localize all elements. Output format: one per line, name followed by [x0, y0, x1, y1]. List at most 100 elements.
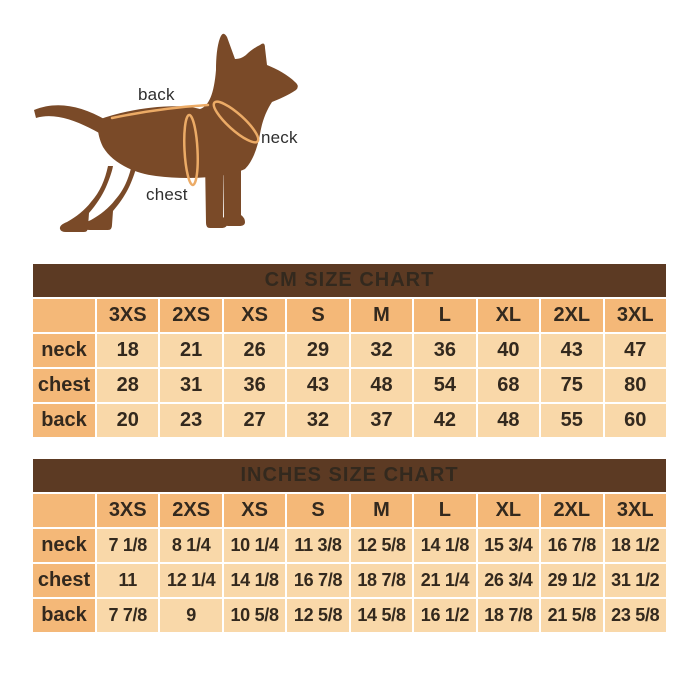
- table-row: chest 28 31 36 43 48 54 68 75 80: [33, 369, 666, 402]
- value-cell: 18 1/2: [604, 529, 666, 562]
- neck-label: neck: [261, 128, 298, 147]
- value-cell: 80: [604, 369, 666, 402]
- value-cell: 31 1/2: [604, 564, 666, 597]
- row-label: chest: [33, 564, 95, 597]
- value-cell: 7 7/8: [97, 599, 159, 632]
- corner-cell: [33, 299, 95, 332]
- value-cell: 7 1/8: [97, 529, 159, 562]
- back-label: back: [138, 85, 175, 104]
- value-cell: 26 3/4: [477, 564, 540, 597]
- inches-title-row: INCHES SIZE CHART: [33, 459, 666, 492]
- cm-title-row: CM SIZE CHART: [33, 264, 666, 297]
- value-cell: 36: [414, 334, 476, 367]
- size-col-header: XS: [223, 299, 286, 332]
- value-cell: 21 1/4: [414, 564, 476, 597]
- size-col-header: S: [287, 494, 349, 527]
- table-row: chest 11 12 1/4 14 1/8 16 7/8 18 7/8 21 …: [33, 564, 666, 597]
- row-label: back: [33, 599, 95, 632]
- value-cell: 26: [223, 334, 286, 367]
- value-cell: 23 5/8: [604, 599, 666, 632]
- size-col-header: 2XL: [541, 494, 603, 527]
- size-col-header: 3XS: [97, 299, 159, 332]
- chest-measure-ellipse: [183, 113, 199, 187]
- value-cell: 18 7/8: [350, 564, 413, 597]
- value-cell: 18: [97, 334, 159, 367]
- cm-size-table: CM SIZE CHART 3XS 2XS XS S M L XL 2XL 3X…: [31, 262, 668, 439]
- table-row: back 20 23 27 32 37 42 48 55 60: [33, 404, 666, 437]
- value-cell: 29 1/2: [541, 564, 603, 597]
- size-col-header: 2XL: [541, 299, 603, 332]
- value-cell: 43: [541, 334, 603, 367]
- value-cell: 32: [287, 404, 349, 437]
- value-cell: 31: [160, 369, 222, 402]
- dog-body: [97, 33, 298, 178]
- size-col-header: S: [287, 299, 349, 332]
- value-cell: 14 1/8: [223, 564, 286, 597]
- value-cell: 68: [477, 369, 540, 402]
- value-cell: 20: [97, 404, 159, 437]
- value-cell: 37: [350, 404, 413, 437]
- value-cell: 48: [350, 369, 413, 402]
- size-col-header: 3XL: [604, 299, 666, 332]
- neck-measure-ellipse: [212, 100, 260, 144]
- value-cell: 11: [97, 564, 159, 597]
- value-cell: 11 3/8: [287, 529, 349, 562]
- value-cell: 27: [223, 404, 286, 437]
- size-col-header: 3XS: [97, 494, 159, 527]
- size-col-header: 2XS: [160, 494, 222, 527]
- value-cell: 12 5/8: [350, 529, 413, 562]
- size-col-header: M: [350, 299, 413, 332]
- value-cell: 14 1/8: [414, 529, 476, 562]
- table-row: neck 18 21 26 29 32 36 40 43 47: [33, 334, 666, 367]
- table-row: back 7 7/8 9 10 5/8 12 5/8 14 5/8 16 1/2…: [33, 599, 666, 632]
- value-cell: 15 3/4: [477, 529, 540, 562]
- value-cell: 28: [97, 369, 159, 402]
- dog-illustration: [34, 33, 298, 232]
- value-cell: 10 1/4: [223, 529, 286, 562]
- value-cell: 48: [477, 404, 540, 437]
- value-cell: 47: [604, 334, 666, 367]
- value-cell: 75: [541, 369, 603, 402]
- value-cell: 40: [477, 334, 540, 367]
- cm-table-title: CM SIZE CHART: [33, 264, 666, 297]
- inches-size-table: INCHES SIZE CHART 3XS 2XS XS S M L XL 2X…: [31, 457, 668, 634]
- value-cell: 36: [223, 369, 286, 402]
- value-cell: 54: [414, 369, 476, 402]
- value-cell: 12 5/8: [287, 599, 349, 632]
- row-label: neck: [33, 334, 95, 367]
- value-cell: 9: [160, 599, 222, 632]
- value-cell: 21: [160, 334, 222, 367]
- value-cell: 8 1/4: [160, 529, 222, 562]
- value-cell: 12 1/4: [160, 564, 222, 597]
- table-row: neck 7 1/8 8 1/4 10 1/4 11 3/8 12 5/8 14…: [33, 529, 666, 562]
- inches-table-title: INCHES SIZE CHART: [33, 459, 666, 492]
- row-label: back: [33, 404, 95, 437]
- corner-cell: [33, 494, 95, 527]
- size-col-header: L: [414, 494, 476, 527]
- cm-size-header-row: 3XS 2XS XS S M L XL 2XL 3XL: [33, 299, 666, 332]
- value-cell: 29: [287, 334, 349, 367]
- value-cell: 10 5/8: [223, 599, 286, 632]
- size-col-header: 3XL: [604, 494, 666, 527]
- value-cell: 21 5/8: [541, 599, 603, 632]
- size-col-header: 2XS: [160, 299, 222, 332]
- value-cell: 32: [350, 334, 413, 367]
- row-label: chest: [33, 369, 95, 402]
- value-cell: 60: [604, 404, 666, 437]
- chest-label: chest: [146, 185, 188, 204]
- row-label: neck: [33, 529, 95, 562]
- value-cell: 16 7/8: [541, 529, 603, 562]
- back-measure-line: [110, 103, 210, 120]
- value-cell: 14 5/8: [350, 599, 413, 632]
- size-col-header: XL: [477, 299, 540, 332]
- size-col-header: XS: [223, 494, 286, 527]
- value-cell: 16 7/8: [287, 564, 349, 597]
- dog-tail: [34, 105, 106, 134]
- inches-size-header-row: 3XS 2XS XS S M L XL 2XL 3XL: [33, 494, 666, 527]
- value-cell: 18 7/8: [477, 599, 540, 632]
- value-cell: 23: [160, 404, 222, 437]
- dog-rear-leg-far: [59, 166, 113, 232]
- size-col-header: M: [350, 494, 413, 527]
- value-cell: 43: [287, 369, 349, 402]
